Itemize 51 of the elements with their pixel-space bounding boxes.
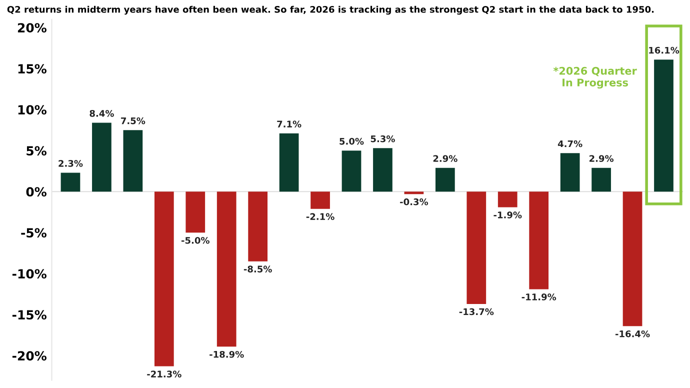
bar: [560, 153, 580, 192]
y-tick-label: 5%: [26, 146, 46, 156]
bar: [435, 168, 455, 192]
data-label: -2.1%: [306, 213, 334, 220]
bar: [654, 60, 674, 192]
y-tick-label: -5%: [21, 228, 46, 238]
data-label: 5.3%: [370, 135, 395, 142]
bar: [123, 130, 143, 192]
y-tick-label: -20%: [12, 351, 46, 361]
bar: [154, 192, 174, 366]
bar: [404, 192, 424, 194]
bar: [592, 168, 611, 192]
y-tick-label: 10%: [18, 105, 46, 115]
chart-title: Q2 returns in midterm years have often been weak. So far, 2026 is tracking as the strongest Q2 start in the data back to 1950.: [7, 6, 654, 15]
bar: [248, 192, 268, 262]
bar: [529, 192, 549, 290]
data-label: 5.0%: [340, 138, 364, 145]
bar: [498, 192, 518, 208]
data-label: -8.5%: [244, 266, 272, 272]
data-label: 16.1%: [649, 46, 680, 54]
data-label: -5.0%: [181, 236, 210, 244]
data-label: -1.9%: [494, 212, 522, 218]
data-label: -11.9%: [522, 294, 556, 300]
bar: [622, 192, 642, 326]
data-label: 4.7%: [558, 140, 582, 148]
bar: [60, 172, 80, 192]
data-label: -18.9%: [210, 350, 244, 358]
data-label: -16.4%: [615, 330, 650, 338]
data-label: 7.5%: [121, 117, 146, 124]
data-label: 2.3%: [58, 160, 83, 167]
bar: [92, 122, 112, 192]
data-label: 2.9%: [589, 155, 614, 162]
y-tick-label: -15%: [12, 310, 46, 320]
data-label: -21.3%: [147, 370, 182, 378]
y-tick-label: 0%: [26, 187, 46, 197]
data-label: 2.9%: [433, 155, 458, 162]
bar: [373, 148, 392, 192]
data-label: -0.3%: [400, 198, 428, 206]
data-label: 7.1%: [277, 120, 302, 128]
bar: [342, 150, 362, 192]
y-tick-label: -10%: [12, 269, 46, 279]
annotation: *2026 Quarter In Progress: [553, 66, 637, 89]
bar: [216, 192, 236, 347]
y-tick-label: 15%: [18, 64, 46, 74]
bar: [279, 133, 299, 192]
bar: [466, 192, 486, 304]
bar: [310, 192, 330, 209]
bar: [186, 192, 206, 233]
data-label: 8.4%: [90, 110, 114, 117]
data-label: -13.7%: [459, 308, 494, 316]
y-tick-label: 20%: [18, 23, 46, 33]
